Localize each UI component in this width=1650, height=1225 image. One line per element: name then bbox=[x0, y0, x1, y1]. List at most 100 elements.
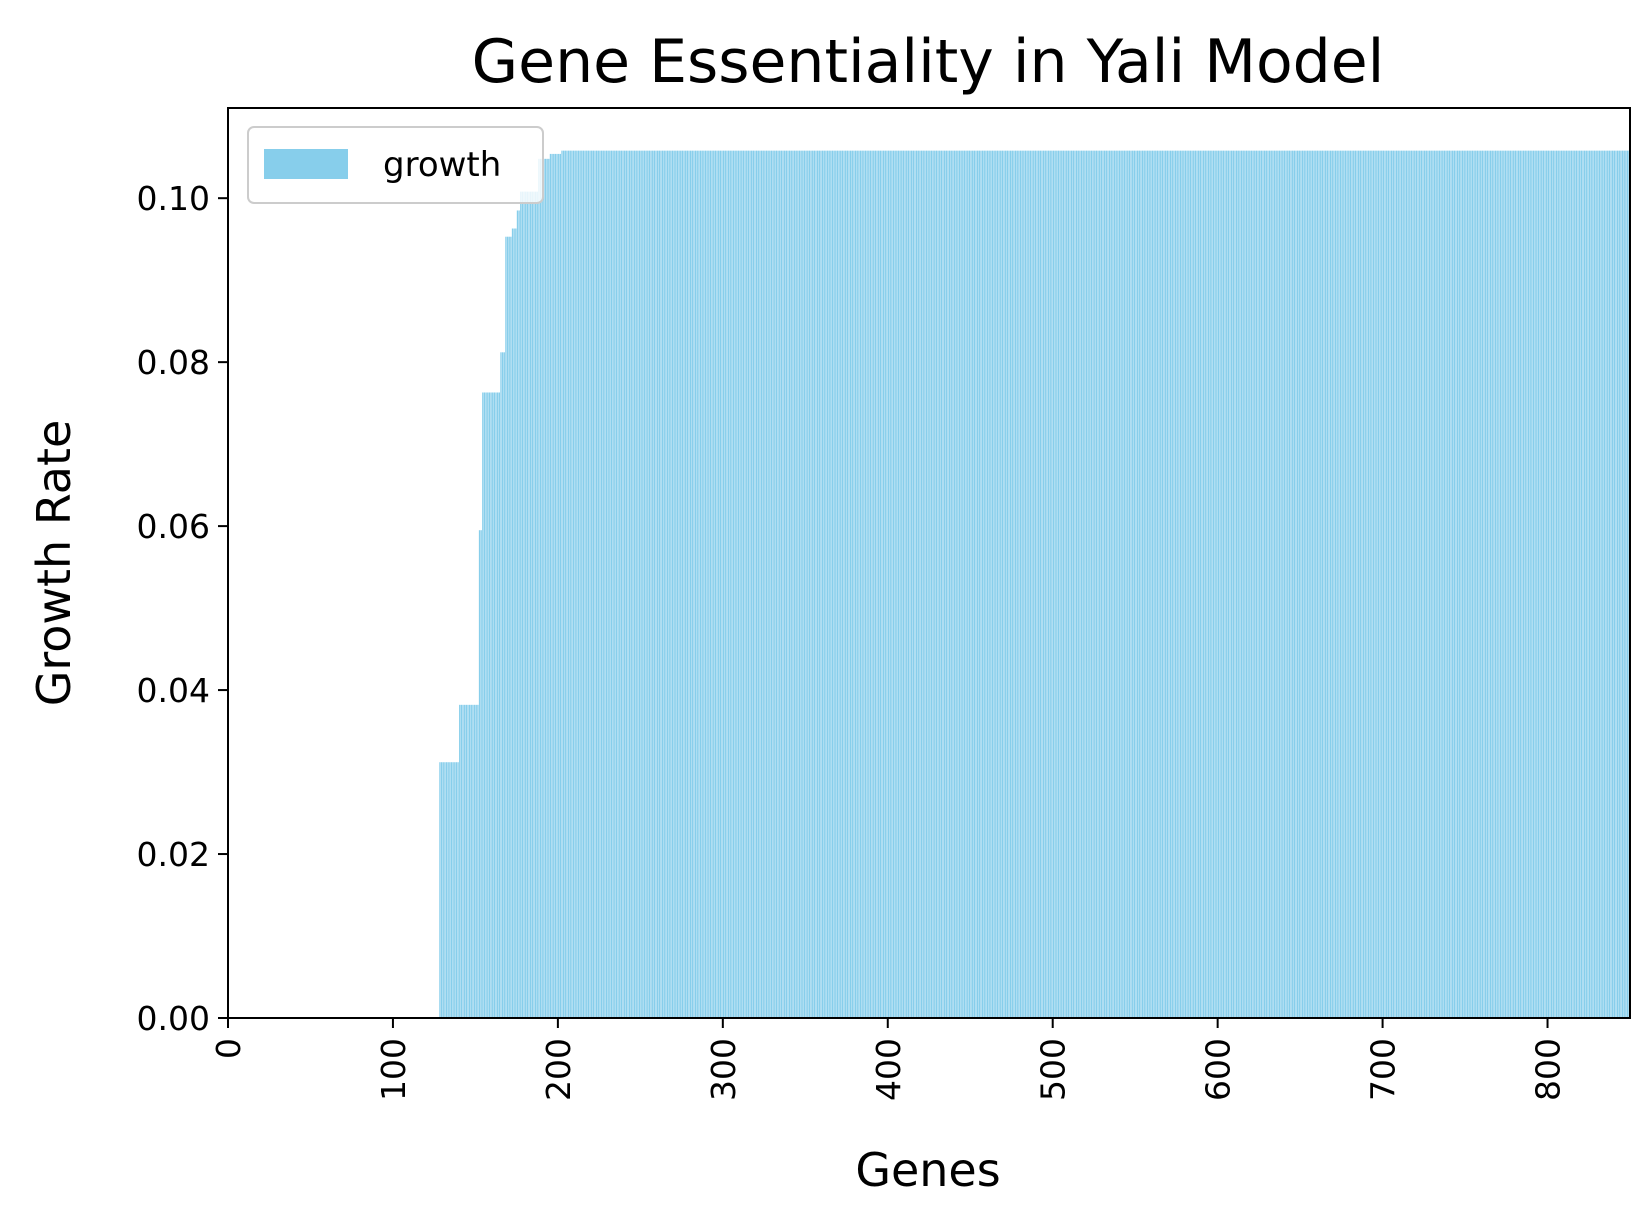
bar bbox=[1295, 150, 1297, 1018]
bar bbox=[548, 158, 550, 1018]
bar bbox=[683, 150, 685, 1018]
bar bbox=[630, 150, 632, 1018]
bar bbox=[721, 150, 723, 1018]
bar bbox=[1448, 150, 1451, 1018]
bar bbox=[1268, 150, 1271, 1018]
bar bbox=[671, 150, 674, 1018]
bar bbox=[828, 150, 830, 1018]
bar bbox=[1534, 150, 1536, 1018]
bar bbox=[1034, 150, 1037, 1018]
bar bbox=[1371, 150, 1373, 1018]
bar bbox=[1564, 150, 1566, 1018]
bar bbox=[1028, 150, 1030, 1018]
bar bbox=[826, 150, 829, 1018]
bar bbox=[1504, 150, 1507, 1018]
bar bbox=[716, 150, 718, 1018]
bar bbox=[891, 150, 893, 1018]
bar bbox=[1064, 150, 1066, 1018]
bar bbox=[1603, 150, 1606, 1018]
bar bbox=[1054, 150, 1056, 1018]
bar bbox=[1267, 150, 1269, 1018]
bar bbox=[525, 191, 527, 1018]
bar bbox=[643, 150, 646, 1018]
bar bbox=[1255, 150, 1258, 1018]
bar bbox=[1399, 150, 1401, 1018]
bar bbox=[722, 150, 725, 1018]
bar bbox=[915, 150, 918, 1018]
bar bbox=[1605, 150, 1607, 1018]
bar bbox=[1336, 150, 1338, 1018]
y-tick-label: 0.04 bbox=[137, 671, 210, 710]
bar bbox=[769, 150, 771, 1018]
bar bbox=[1016, 150, 1018, 1018]
bar bbox=[1485, 150, 1487, 1018]
bar bbox=[879, 150, 881, 1018]
bar bbox=[1423, 150, 1426, 1018]
bar bbox=[1031, 150, 1033, 1018]
bar bbox=[873, 150, 875, 1018]
bar bbox=[581, 150, 583, 1018]
bar bbox=[1542, 150, 1545, 1018]
bar bbox=[914, 150, 916, 1018]
bar bbox=[508, 236, 510, 1018]
bar bbox=[1447, 150, 1449, 1018]
bar bbox=[1481, 150, 1484, 1018]
bar bbox=[465, 704, 467, 1018]
bar bbox=[1356, 150, 1358, 1018]
bar bbox=[533, 191, 535, 1018]
bar bbox=[1036, 150, 1038, 1018]
bar bbox=[685, 150, 687, 1018]
bar bbox=[1610, 150, 1612, 1018]
bar bbox=[1242, 150, 1244, 1018]
bar bbox=[488, 392, 491, 1019]
x-tick-label: 700 bbox=[1364, 1038, 1403, 1101]
bar bbox=[1339, 150, 1342, 1018]
bar bbox=[1592, 150, 1594, 1018]
bar bbox=[1461, 150, 1464, 1018]
bar bbox=[1341, 150, 1343, 1018]
bar bbox=[563, 150, 565, 1018]
bar bbox=[1509, 150, 1512, 1018]
bar bbox=[754, 150, 756, 1018]
bar bbox=[1489, 150, 1492, 1018]
bar bbox=[1616, 150, 1619, 1018]
bar bbox=[637, 150, 639, 1018]
bar bbox=[528, 191, 530, 1018]
bar bbox=[812, 150, 814, 1018]
bar bbox=[675, 150, 677, 1018]
bar bbox=[1151, 150, 1154, 1018]
bar bbox=[1366, 150, 1368, 1018]
bar bbox=[1575, 150, 1578, 1018]
bar bbox=[1379, 150, 1381, 1018]
bar bbox=[1173, 150, 1175, 1018]
bar bbox=[864, 150, 867, 1018]
bar bbox=[732, 150, 735, 1018]
bar bbox=[759, 150, 761, 1018]
bar bbox=[1270, 150, 1272, 1018]
bar bbox=[450, 762, 453, 1018]
plot-frame bbox=[227, 107, 1631, 1019]
bar bbox=[1115, 150, 1117, 1018]
y-tick-label: 0.10 bbox=[137, 179, 210, 218]
bar bbox=[1221, 150, 1223, 1018]
y-tick-label: 0.00 bbox=[137, 999, 210, 1038]
bar bbox=[1153, 150, 1155, 1018]
bar bbox=[1021, 150, 1023, 1018]
bar bbox=[492, 392, 494, 1019]
bar bbox=[640, 150, 642, 1018]
bar bbox=[1085, 150, 1088, 1018]
bar bbox=[940, 150, 943, 1018]
bar bbox=[1059, 150, 1061, 1018]
bar bbox=[924, 150, 926, 1018]
bar bbox=[589, 150, 591, 1018]
bar bbox=[1600, 150, 1602, 1018]
bar bbox=[1146, 150, 1149, 1018]
bar bbox=[757, 150, 759, 1018]
bar bbox=[993, 150, 995, 1018]
bar bbox=[1615, 150, 1617, 1018]
bar bbox=[597, 150, 599, 1018]
bar bbox=[501, 352, 504, 1018]
bar bbox=[1465, 150, 1467, 1018]
bar bbox=[820, 150, 822, 1018]
bar bbox=[973, 150, 976, 1018]
